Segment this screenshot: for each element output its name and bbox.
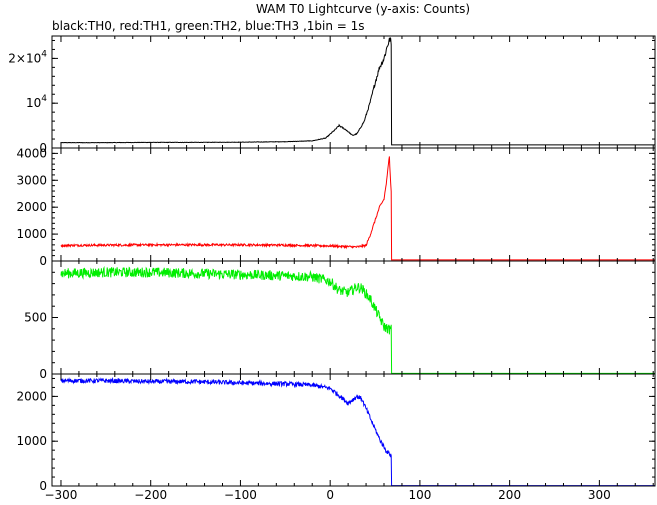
- panel-th0: 0 104 2×104: [8, 35, 656, 155]
- chart-subtitle: black:TH0, red:TH1, green:TH2, blue:TH3 …: [52, 19, 365, 33]
- y-tick-label: 2000: [16, 389, 47, 403]
- y-tick-label: 1000: [16, 227, 47, 241]
- y-tick-label: 0: [39, 254, 47, 268]
- panel-th1: 0 1000 2000 3000 4000: [16, 146, 656, 268]
- y-tick-label: 2×104: [8, 49, 47, 65]
- chart-title: WAM T0 Lightcurve (y-axis: Counts): [256, 2, 470, 16]
- panel-th3: 0 1000 2000: [16, 373, 656, 493]
- y-tick-label: 0: [39, 367, 47, 381]
- series-line-th1: [60, 156, 655, 261]
- y-tick-label: 1000: [16, 434, 47, 448]
- x-tick-label: 300: [588, 488, 611, 502]
- y-tick-label: 4000: [16, 146, 47, 160]
- x-tick-label: −200: [134, 488, 167, 502]
- x-tick-label: 100: [408, 488, 431, 502]
- y-tick-label: 104: [26, 94, 47, 110]
- x-axis-tick-labels: −300 −200 −100 0 100 200 300: [44, 488, 610, 502]
- y-tick-label: 3000: [16, 173, 47, 187]
- y-tick-label: 0: [39, 479, 47, 493]
- panel-frame: [51, 373, 656, 487]
- series-line-th3: [60, 377, 655, 487]
- x-tick-label: −100: [224, 488, 257, 502]
- y-tick-label: 0: [39, 141, 47, 155]
- series-line-th2: [60, 265, 655, 374]
- y-tick-label: 500: [24, 311, 47, 325]
- x-tick-label: 200: [498, 488, 521, 502]
- y-tick-label: 2000: [16, 200, 47, 214]
- x-tick-label: 0: [326, 488, 334, 502]
- panel-th2: 0 500: [24, 260, 656, 381]
- panel-frame: [51, 35, 656, 149]
- series-line-th0: [60, 37, 655, 146]
- panel-frame: [51, 260, 656, 375]
- x-tick-label: −300: [44, 488, 77, 502]
